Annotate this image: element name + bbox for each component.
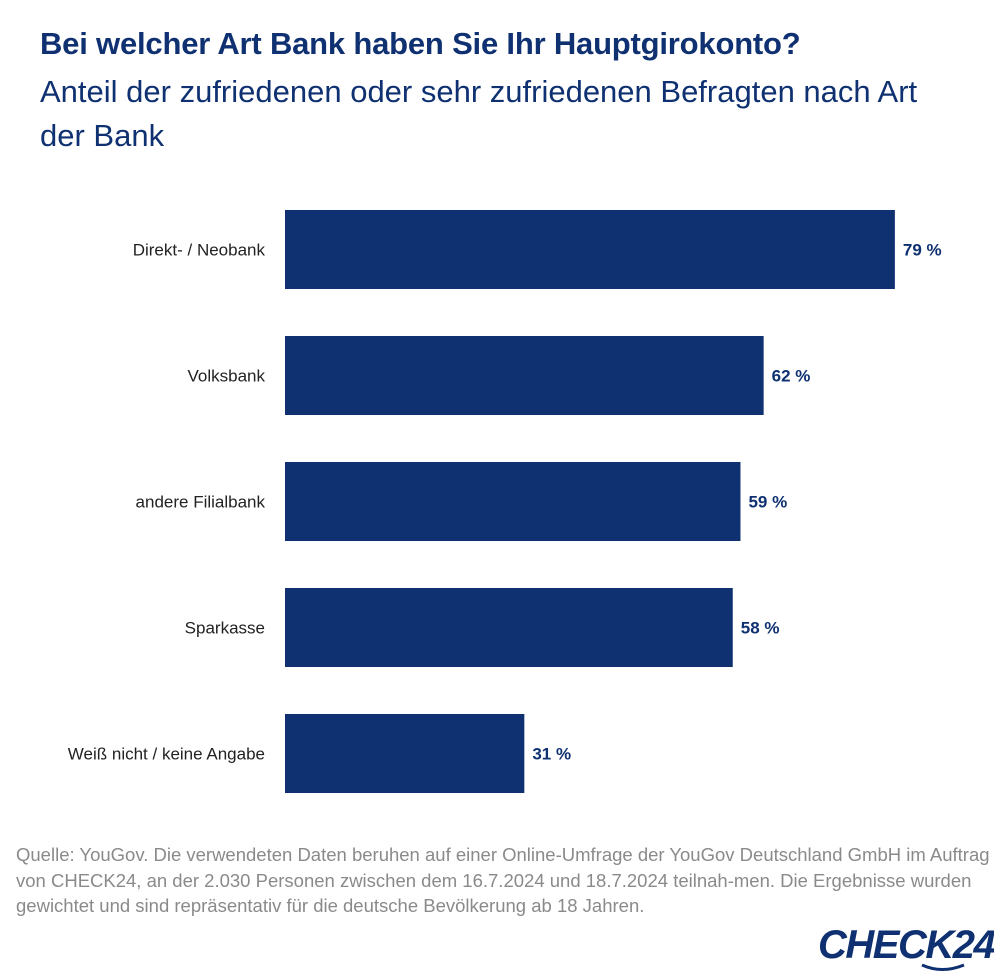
chart-subtitle: Anteil der zufriedenen oder sehr zufried…: [40, 74, 918, 153]
bar-chart: Direkt- / Neobank 79 % Volksbank 62 % andere…: [68, 210, 942, 793]
value-label: 59 %: [748, 493, 787, 512]
value-label: 79 %: [903, 241, 942, 260]
bar: [285, 336, 764, 415]
category-label: Sparkasse: [185, 619, 265, 638]
bar: [285, 588, 733, 667]
bar: [285, 714, 525, 793]
logo-swoosh: [921, 963, 965, 971]
category-label: Volksbank: [188, 367, 266, 386]
source-note: Quelle: YouGov. Die verwendeten Daten be…: [16, 844, 990, 916]
category-label: Direkt- / Neobank: [133, 241, 266, 260]
bar: [285, 210, 895, 289]
value-label: 62 %: [772, 367, 811, 386]
value-label: 58 %: [741, 619, 780, 638]
check24-logo: CHECK24: [818, 923, 994, 971]
category-label: andere Filialbank: [136, 493, 266, 512]
logo-text: CHECK24: [818, 923, 994, 967]
value-label: 31 %: [532, 745, 571, 764]
category-label: Weiß nicht / keine Angabe: [68, 745, 265, 764]
bar: [285, 462, 741, 541]
chart-title: Bei welcher Art Bank haben Sie Ihr Haupt…: [40, 26, 801, 61]
